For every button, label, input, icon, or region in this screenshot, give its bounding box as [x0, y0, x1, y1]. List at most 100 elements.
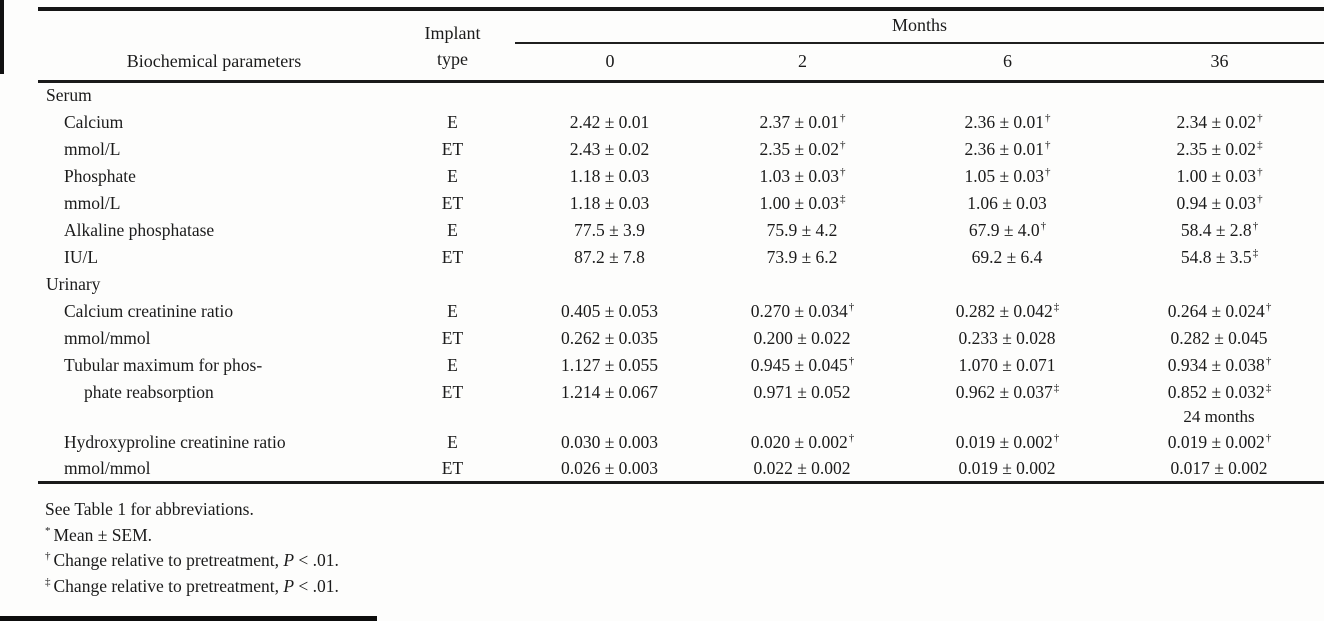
value-cell: 0.019 ± 0.002† — [900, 429, 1115, 456]
note-row: 24 months — [38, 406, 1324, 429]
value-cell: 73.9 ± 6.2 — [705, 244, 900, 271]
measurement-value: 0.852 ± 0.032 — [1167, 381, 1265, 402]
value-cell: 2.35 ± 0.02† — [705, 136, 900, 163]
value-cell: 0.945 ± 0.045† — [705, 352, 900, 379]
measurement-value: 2.42 ± 0.01 — [569, 111, 650, 132]
table-row: IU/L ET 87.2 ± 7.8 73.9 ± 6.2 69.2 ± 6.4 54.8… — [38, 244, 1324, 271]
footnote-double-dagger: ‡ Change relative to pretreatment, P < .0… — [45, 575, 339, 596]
measurement-value: 0.022 ± 0.002 — [753, 457, 851, 478]
value-cell: 75.9 ± 4.2 — [705, 217, 900, 244]
significance-mark: † — [848, 431, 855, 444]
significance-mark: † — [1045, 165, 1051, 178]
parameter-label: Tubular maximum for phos- — [64, 354, 263, 375]
value-cell: 0.264 ± 0.024† — [1115, 298, 1324, 325]
parameter-label: Calcium creatinine ratio — [64, 300, 234, 321]
measurement-value: 1.214 ± 0.067 — [560, 381, 659, 402]
implant-header-line1: Implant — [424, 23, 481, 43]
data-table: Biochemical parameters Implant type Mont… — [38, 7, 1324, 484]
value-cell — [1115, 271, 1324, 298]
implant-type-value: E — [447, 354, 458, 375]
measurement-value: 1.00 ± 0.03 — [1176, 165, 1257, 186]
value-cell: 77.5 ± 3.9 — [515, 217, 705, 244]
measurement-value: 0.962 ± 0.037 — [955, 381, 1053, 402]
significance-mark: ‡ — [1053, 300, 1060, 313]
value-cell: 24 months — [1115, 406, 1324, 429]
significance-mark: ‡ — [1252, 246, 1259, 259]
measurement-value: 2.36 ± 0.01 — [964, 111, 1045, 132]
double-dagger-mark: ‡ — [45, 575, 51, 588]
measurement-value: 1.18 ± 0.03 — [569, 165, 650, 186]
measurement-value: 54.8 ± 3.5 — [1180, 246, 1252, 267]
parameter-label: mmol/L — [64, 138, 121, 159]
value-cell — [900, 82, 1115, 109]
measurement-value: 0.971 ± 0.052 — [753, 381, 851, 402]
measurement-value: 2.35 ± 0.02 — [759, 138, 840, 159]
parameter-label: Urinary — [46, 273, 101, 294]
measurement-value: 0.270 ± 0.034 — [750, 300, 848, 321]
measurement-value: 2.37 ± 0.01 — [759, 111, 840, 132]
significance-mark: † — [848, 354, 855, 367]
measurement-value: 0.94 ± 0.03 — [1176, 192, 1257, 213]
measurement-value: 1.18 ± 0.03 — [569, 192, 650, 213]
measurement-value: 87.2 ± 7.8 — [574, 246, 645, 267]
value-cell — [900, 406, 1115, 429]
value-cell: 1.127 ± 0.055 — [515, 352, 705, 379]
value-cell — [900, 271, 1115, 298]
table-row: mmol/mmol ET 0.262 ± 0.035 0.200 ± 0.022 0.2… — [38, 325, 1324, 352]
implant-type-value: E — [447, 219, 458, 240]
parameter-label: mmol/mmol — [64, 457, 151, 478]
month-columns-row: 0 2 6 36 — [38, 43, 1324, 82]
value-cell: 69.2 ± 6.4 — [900, 244, 1115, 271]
parameter-label: mmol/L — [64, 192, 121, 213]
significance-mark: ‡ — [840, 192, 846, 205]
value-cell: 2.35 ± 0.02‡ — [1115, 136, 1324, 163]
measurement-value: 2.43 ± 0.02 — [569, 138, 650, 159]
table-row: mmol/L ET 1.18 ± 0.03 1.00 ± 0.03‡ 1.06 ± 0.… — [38, 190, 1324, 217]
measurement-value: 0.020 ± 0.002 — [750, 431, 848, 452]
measurement-value: 69.2 ± 6.4 — [971, 246, 1043, 267]
measurement-value: 2.36 ± 0.01 — [964, 138, 1045, 159]
column-header-implant-type: Implant type — [390, 9, 515, 82]
table-row: Tubular maximum for phos- E 1.127 ± 0.055 0… — [38, 352, 1324, 379]
value-cell — [1115, 82, 1324, 109]
value-cell: 1.06 ± 0.03 — [900, 190, 1115, 217]
value-cell: 0.020 ± 0.002† — [705, 429, 900, 456]
implant-type-value: ET — [441, 327, 464, 348]
value-cell — [515, 406, 705, 429]
significance-mark: † — [1257, 192, 1263, 205]
value-cell: 1.05 ± 0.03† — [900, 163, 1115, 190]
value-cell: 0.019 ± 0.002 — [900, 456, 1115, 483]
value-cell: 0.030 ± 0.003 — [515, 429, 705, 456]
value-cell: 54.8 ± 3.5‡ — [1115, 244, 1324, 271]
parameter-label: Serum — [46, 85, 92, 106]
value-cell: 0.94 ± 0.03† — [1115, 190, 1324, 217]
implant-header-line2: type — [437, 49, 468, 69]
value-cell: 0.262 ± 0.035 — [515, 325, 705, 352]
implant-type-value: E — [447, 111, 458, 132]
section-row: Serum — [38, 82, 1324, 109]
implant-type-value: ET — [441, 246, 464, 267]
significance-mark: † — [1045, 138, 1051, 151]
measurement-value: 1.06 ± 0.03 — [967, 192, 1047, 213]
implant-type-value — [390, 82, 515, 109]
table-header: Biochemical parameters Implant type Mont… — [38, 9, 1324, 82]
value-cell: 2.36 ± 0.01† — [900, 136, 1115, 163]
value-cell: 1.00 ± 0.03‡ — [705, 190, 900, 217]
implant-type-value: ET — [441, 192, 464, 213]
value-cell: 0.022 ± 0.002 — [705, 456, 900, 483]
implant-type-value — [390, 271, 515, 298]
value-cell: 0.852 ± 0.032‡ — [1115, 379, 1324, 406]
column-group-header-months: Months — [515, 9, 1324, 44]
significance-mark: † — [840, 138, 846, 151]
measurement-value: 0.030 ± 0.003 — [560, 431, 659, 452]
significance-mark: † — [840, 165, 846, 178]
dagger-mark: † — [45, 550, 51, 563]
value-cell: 0.200 ± 0.022 — [705, 325, 900, 352]
parameter-label: Calcium — [64, 111, 124, 132]
parameter-label: phate reabsorption — [84, 381, 214, 402]
significance-mark: ‡ — [1053, 381, 1060, 394]
measurement-value: 67.9 ± 4.0 — [968, 219, 1040, 240]
value-cell: 0.017 ± 0.002 — [1115, 456, 1324, 483]
biochemical-parameters-table: Biochemical parameters Implant type Mont… — [38, 7, 1324, 484]
